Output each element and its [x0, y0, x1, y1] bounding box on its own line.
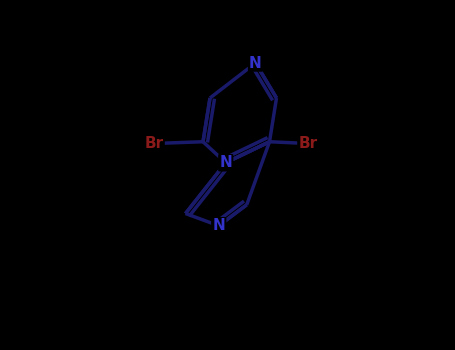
Text: N: N — [212, 218, 225, 233]
Text: Br: Br — [144, 136, 163, 151]
Text: N: N — [219, 155, 232, 170]
Text: N: N — [249, 56, 262, 70]
Text: Br: Br — [298, 136, 318, 151]
